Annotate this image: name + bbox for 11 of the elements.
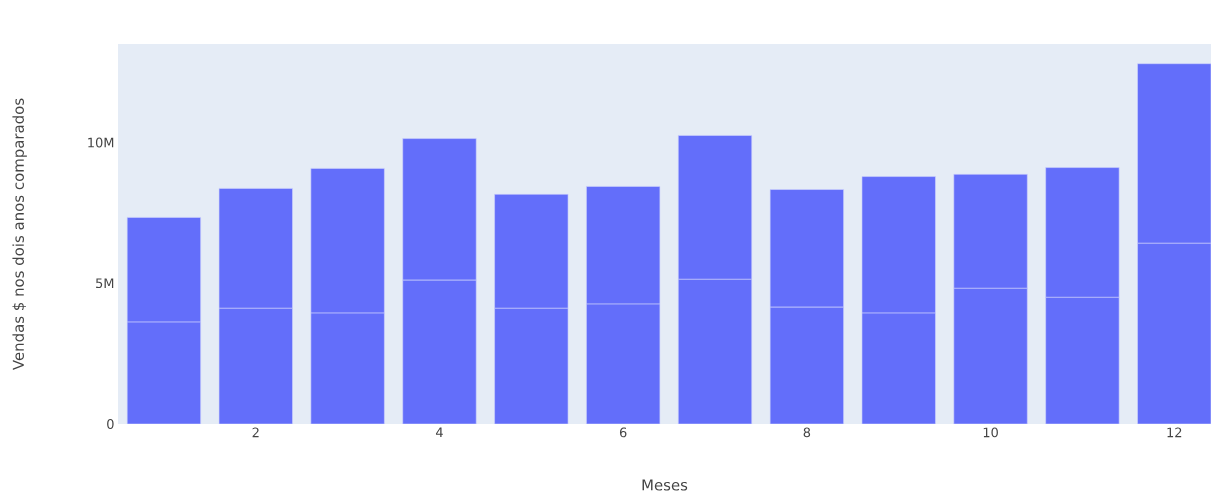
x-axis-title: Meses <box>642 479 688 491</box>
x-tick-label: 10 <box>983 427 998 438</box>
x-tick-label: 12 <box>1167 427 1182 438</box>
y-tick-label: 10M <box>88 137 114 148</box>
x-tick-label: 6 <box>619 427 627 438</box>
y-tick-label: 0 <box>107 419 114 429</box>
y-axis-title: Vendas $ nos dois anos comparados <box>12 98 27 370</box>
x-tick-label: 8 <box>803 427 811 438</box>
y-tick-label: 5M <box>96 278 114 289</box>
x-tick-label: 2 <box>252 427 259 438</box>
x-tick-label: 4 <box>435 427 443 437</box>
